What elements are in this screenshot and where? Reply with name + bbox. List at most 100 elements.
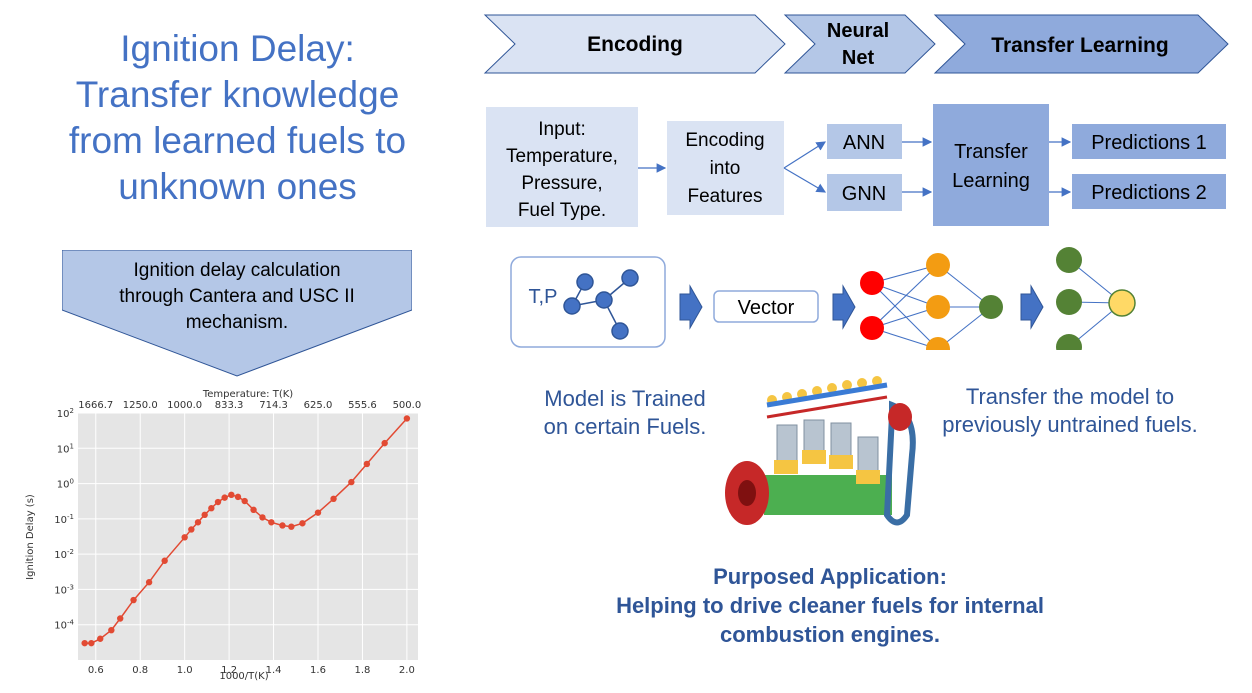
y-axis-ticks: 102 101 100 10-1 10-2 10-3 10-4 [54, 407, 74, 632]
x-axis-ticks: 0.6 0.8 1.0 1.2 1.4 1.6 1.8 2.0 [88, 665, 415, 676]
predictions-1-box: Predictions 1 [1072, 124, 1226, 159]
y-tick-label: 10-3 [54, 583, 74, 596]
transfer-line: Learning [952, 170, 1030, 192]
title-line: unknown ones [118, 166, 357, 207]
application-line: Purposed Application: [713, 564, 947, 589]
y-tick-label: 101 [57, 442, 74, 455]
data-points [81, 415, 411, 647]
data-point [348, 478, 355, 486]
callout-line: Ignition delay calculation [133, 260, 341, 281]
transfer-model-caption: Transfer the model to previously untrain… [925, 383, 1215, 439]
top-axis-label: Temperature: T(K) [202, 389, 293, 400]
encoding-line: Features [688, 186, 763, 207]
top-tick-label: 833.3 [215, 400, 244, 411]
data-point [145, 579, 153, 586]
ignition-delay-series-line [84, 417, 408, 644]
predictions-1-label: Predictions 1 [1091, 132, 1207, 154]
slide-title: Ignition Delay: Transfer knowledge from … [40, 26, 435, 210]
input-line: Input: [538, 119, 586, 140]
ann-label: ANN [843, 132, 885, 154]
caption-line: Model is Trained [544, 386, 706, 411]
data-point [201, 511, 208, 519]
x-tick-label: 1.0 [177, 665, 193, 676]
block-arrow-icon [832, 284, 856, 330]
title-line: Transfer knowledge [75, 74, 400, 115]
data-point [381, 439, 388, 447]
gnn-label: GNN [842, 183, 886, 205]
block-arrow-icon [1020, 284, 1044, 330]
title-line: Ignition Delay: [120, 28, 355, 69]
title-line: from learned fuels to [68, 120, 407, 161]
y-tick-label: 10-2 [54, 548, 74, 561]
purposed-application: Purposed Application: Helping to drive c… [560, 562, 1100, 649]
top-tick-label: 555.6 [348, 400, 377, 411]
stage-neural-net: Neural Net [783, 14, 936, 74]
transfer-line: Transfer [954, 141, 1028, 163]
x-axis-label: 1000/T(K) [219, 671, 268, 682]
pipeline-diagram: Encoding Neural Net Transfer Learning In… [483, 14, 1229, 350]
caption-line: on certain Fuels. [543, 414, 707, 439]
top-tick-label: 714.3 [259, 400, 288, 411]
flow-arrows [638, 137, 1072, 197]
input-line: Pressure, [521, 173, 602, 194]
top-tick-label: 1666.7 [78, 400, 113, 411]
data-point [161, 557, 168, 564]
top-axis-ticks: 1666.7 1250.0 1000.0 833.3 714.3 625.0 555.6 50… [78, 400, 421, 411]
data-point [330, 495, 337, 503]
y-axis-label: Ignition Delay (s) [25, 494, 36, 580]
ann-box: ANN [827, 124, 902, 159]
neural-network-icon [860, 253, 1003, 350]
data-point [241, 497, 248, 505]
data-point [221, 494, 228, 501]
block-arrow-icon [679, 284, 703, 330]
data-point [130, 596, 137, 604]
encoding-line: Encoding [685, 130, 764, 151]
data-point [279, 522, 286, 529]
data-point [314, 509, 322, 516]
graph-node [576, 273, 594, 291]
gnn-box: GNN [827, 174, 902, 211]
predictions-2-label: Predictions 2 [1091, 182, 1207, 204]
data-point [228, 491, 235, 499]
callout-arrow-shape [62, 250, 412, 377]
data-point [214, 498, 222, 506]
input-box: Input: Temperature, Pressure, Fuel Type. [486, 107, 638, 227]
callout-line: mechanism. [185, 312, 289, 333]
engine-image [725, 376, 916, 526]
graph-node [621, 269, 639, 287]
data-point [88, 639, 95, 647]
stage-encoding: Encoding [483, 14, 786, 74]
caption-line: Transfer the model to [965, 384, 1175, 409]
stage-transfer-label: Transfer Learning [991, 34, 1168, 57]
transfer-network-icon [1056, 247, 1136, 350]
y-tick-label: 10-1 [54, 513, 74, 526]
top-tick-label: 1000.0 [167, 400, 202, 411]
data-point [181, 534, 188, 541]
stage-neural-net-label: Neural [827, 20, 889, 42]
stage-transfer-learning: Transfer Learning [933, 14, 1229, 74]
input-line: Fuel Type. [518, 200, 606, 221]
vector-box: Vector [713, 290, 819, 323]
data-point [403, 415, 411, 422]
data-point [81, 639, 88, 647]
grid [78, 412, 418, 660]
transfer-box: Transfer Learning [933, 104, 1049, 226]
data-point [108, 626, 115, 634]
vector-label: Vector [738, 297, 795, 319]
graph-node [563, 297, 581, 315]
data-point [268, 519, 275, 526]
data-point [259, 514, 266, 521]
data-point [97, 635, 104, 642]
graph-node [611, 322, 629, 340]
y-tick-label: 102 [57, 407, 74, 420]
x-tick-label: 1.4 [266, 665, 282, 676]
x-tick-label: 1.2 [221, 665, 237, 676]
data-point [188, 526, 195, 533]
x-tick-label: 0.6 [88, 665, 104, 676]
x-tick-label: 1.6 [310, 665, 326, 676]
data-point [250, 506, 257, 514]
data-point [288, 523, 295, 530]
y-tick-label: 10-4 [54, 619, 74, 632]
encoding-box: Encoding into Features [667, 121, 784, 215]
callout-line: through Cantera and USC II [119, 286, 355, 307]
